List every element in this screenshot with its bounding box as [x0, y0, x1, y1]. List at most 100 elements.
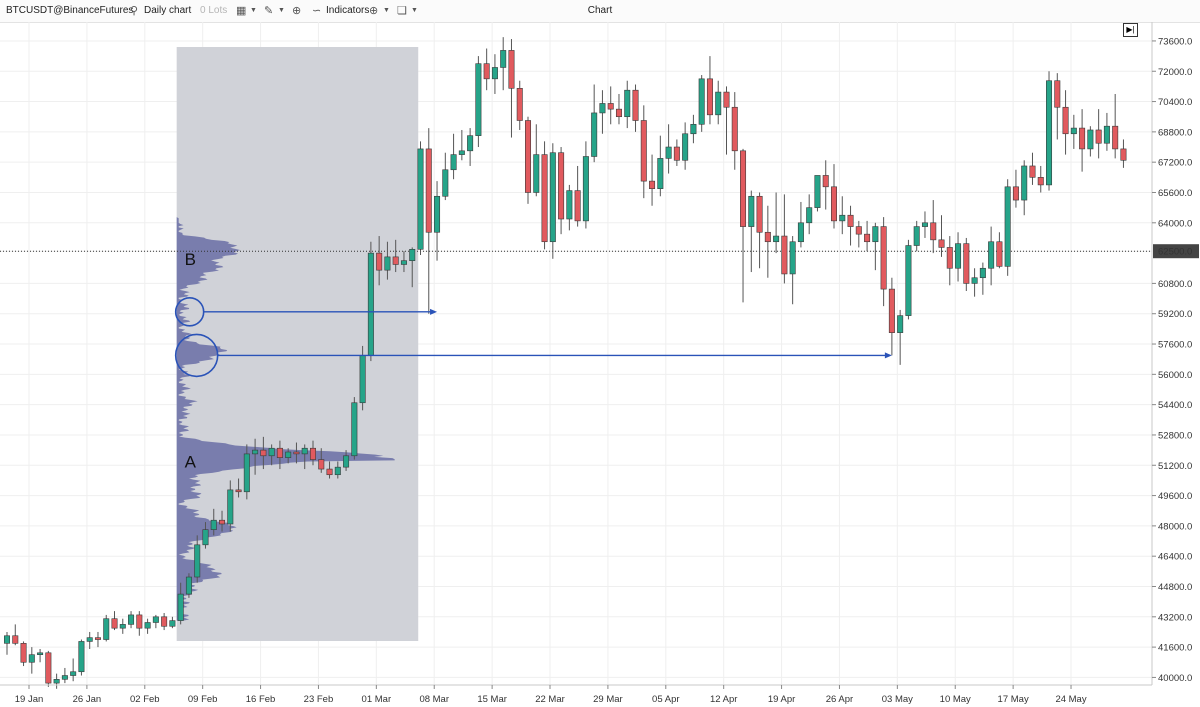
candle	[450, 133, 457, 180]
time-axis[interactable]: 19 Jan 26 Jan 02 Feb 09 Feb 16 Feb 23 Feb 01 M…	[0, 684, 1152, 705]
lots-field[interactable]: 0 Lots	[200, 5, 228, 16]
price-tick-label: 68800.0	[1158, 127, 1192, 138]
candle-body	[864, 233, 871, 243]
maximize-icon[interactable]: ▶|	[1123, 23, 1138, 37]
date-tick-label: 29 Mar	[593, 694, 623, 705]
candle-body	[740, 150, 747, 227]
date-tick-label: 19 Apr	[768, 694, 795, 705]
indicators-icon[interactable]: ∽	[312, 5, 322, 17]
candle-body	[1112, 125, 1119, 150]
candle-body	[1087, 129, 1094, 150]
timeframe-selector[interactable]: Daily chart	[144, 5, 192, 16]
candle	[285, 448, 292, 464]
price-tick-label: 56000.0	[1158, 370, 1192, 381]
candle-body	[1054, 80, 1061, 108]
candle	[442, 152, 449, 201]
candle	[61, 667, 68, 684]
candle	[53, 673, 60, 689]
crosshair-icon[interactable]: ⊕	[369, 5, 379, 17]
order-icon[interactable]: ▦	[236, 5, 247, 17]
price-tick-label: 41600.0	[1158, 643, 1192, 654]
pencil-icon[interactable]: ✎	[264, 5, 274, 17]
arrow-head	[884, 352, 892, 359]
candle	[1103, 112, 1110, 151]
candle	[111, 611, 118, 631]
price-tick-label: 65600.0	[1158, 188, 1192, 199]
candle	[252, 438, 259, 475]
candle-body	[988, 241, 995, 269]
search-icon[interactable]: ⚲	[130, 5, 139, 17]
candle	[971, 268, 978, 297]
candle-body	[309, 447, 316, 460]
candle-body	[921, 222, 928, 227]
candle	[1037, 165, 1044, 193]
candle	[28, 647, 35, 674]
candle-body	[152, 616, 159, 623]
candle	[690, 114, 697, 144]
symbol-selector[interactable]: BTCUSDT@BinanceFutures	[6, 5, 134, 16]
chevron-down-icon[interactable]: ▼	[383, 7, 390, 14]
layout-icon[interactable]: ❏	[397, 5, 407, 17]
candle-body	[367, 252, 374, 356]
price-axis[interactable]: 73600.0 72000.0 70400.0 68800.0 67200.0 65600…	[1151, 22, 1199, 685]
price-tick-label: 43200.0	[1158, 612, 1192, 623]
candle	[500, 37, 507, 91]
candle	[392, 239, 399, 273]
candle	[855, 220, 862, 248]
candle-body	[806, 207, 813, 224]
candle-body	[70, 671, 77, 676]
candle	[649, 154, 656, 206]
candle	[1021, 160, 1028, 216]
candle-body	[442, 169, 449, 197]
candle-body	[905, 245, 912, 316]
candle-body	[1046, 80, 1053, 186]
candle-body	[615, 108, 622, 118]
candle	[37, 649, 44, 663]
candle-body	[649, 180, 656, 189]
zoom-icon[interactable]: ⊕	[292, 5, 302, 17]
candle	[400, 251, 407, 273]
candle-body	[111, 618, 118, 629]
candle	[1070, 114, 1077, 149]
candle	[376, 236, 383, 286]
candle	[913, 220, 920, 252]
date-tick-label: 08 Mar	[419, 694, 449, 705]
price-tick-label: 67200.0	[1158, 158, 1192, 169]
candle	[169, 616, 176, 629]
candle	[864, 220, 871, 252]
candle	[525, 116, 532, 204]
candle-body	[748, 195, 755, 227]
candle-body	[45, 652, 52, 684]
chevron-down-icon[interactable]: ▼	[278, 7, 285, 14]
candle	[227, 480, 234, 532]
date-tick-label: 03 May	[882, 694, 913, 705]
date-tick-label: 16 Feb	[246, 694, 276, 705]
chevron-down-icon[interactable]: ▼	[411, 7, 418, 14]
candle-body	[301, 447, 308, 455]
candle	[343, 450, 350, 471]
candle-body	[781, 235, 788, 275]
candle	[293, 442, 300, 464]
candle	[70, 658, 77, 682]
candle	[582, 141, 589, 229]
candle-body	[425, 148, 432, 233]
candle-body	[392, 256, 399, 265]
candle-body	[434, 195, 441, 233]
candle	[938, 215, 945, 257]
price-tick-label: 60800.0	[1158, 279, 1192, 290]
candle	[86, 631, 93, 650]
candle-body	[1103, 125, 1110, 144]
label-a: A	[185, 452, 197, 471]
chevron-down-icon[interactable]: ▼	[250, 7, 257, 14]
candle-body	[285, 451, 292, 458]
candle-body	[673, 146, 680, 161]
candle-body	[376, 252, 383, 271]
candle	[276, 440, 283, 470]
candle	[764, 205, 771, 278]
candle-body	[657, 158, 664, 189]
indicators-button[interactable]: Indicators	[326, 5, 370, 16]
candle-body	[525, 120, 532, 193]
candle	[45, 650, 52, 687]
candle-body	[1012, 186, 1019, 201]
candle-body	[624, 89, 631, 118]
